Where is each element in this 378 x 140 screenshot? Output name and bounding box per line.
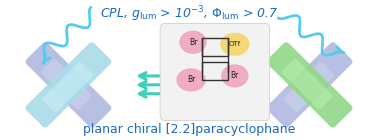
FancyBboxPatch shape bbox=[41, 59, 91, 109]
FancyBboxPatch shape bbox=[284, 62, 334, 112]
Ellipse shape bbox=[177, 69, 205, 91]
Bar bbox=[202, 62, 228, 80]
FancyBboxPatch shape bbox=[25, 42, 112, 128]
Text: Br: Br bbox=[231, 71, 239, 80]
Text: Br: Br bbox=[187, 75, 195, 84]
Text: planar chiral [2.2]paracyclophane: planar chiral [2.2]paracyclophane bbox=[83, 123, 295, 136]
Text: CPL, $g_\mathrm{lum}$ > 10$^{-3}$, $\Phi_\mathrm{lum}$ > 0.7: CPL, $g_\mathrm{lum}$ > 10$^{-3}$, $\Phi… bbox=[100, 5, 278, 24]
Ellipse shape bbox=[180, 31, 206, 53]
FancyBboxPatch shape bbox=[25, 42, 112, 128]
FancyBboxPatch shape bbox=[42, 62, 93, 112]
Text: OTf: OTf bbox=[229, 41, 241, 47]
FancyBboxPatch shape bbox=[266, 42, 353, 128]
FancyBboxPatch shape bbox=[160, 24, 270, 121]
Ellipse shape bbox=[222, 65, 248, 87]
FancyBboxPatch shape bbox=[266, 42, 353, 128]
Ellipse shape bbox=[221, 33, 249, 55]
Text: Br: Br bbox=[189, 38, 197, 47]
FancyBboxPatch shape bbox=[282, 59, 333, 109]
Bar bbox=[202, 38, 228, 56]
